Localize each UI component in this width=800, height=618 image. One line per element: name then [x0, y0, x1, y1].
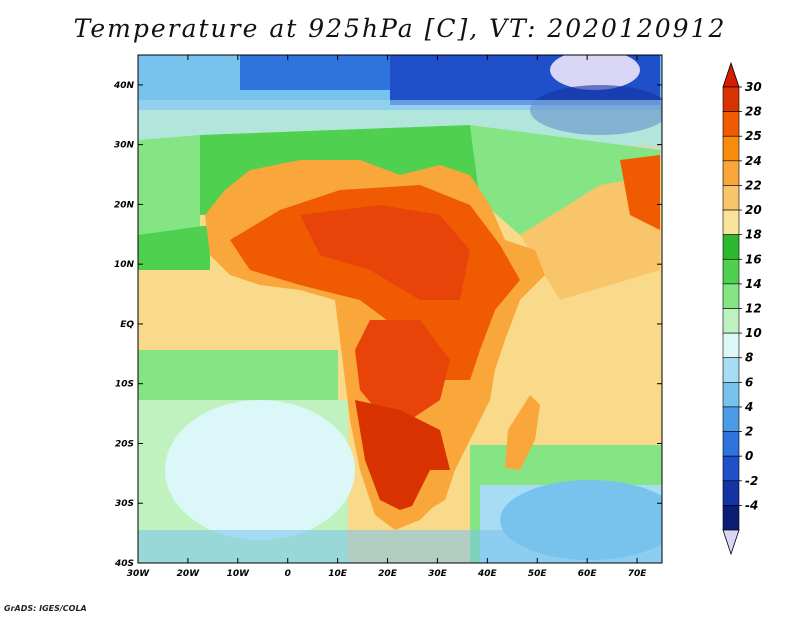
- colorbar-label: -4: [745, 498, 758, 512]
- colorbar-swatch: [722, 135, 740, 162]
- lon-label: 30E: [428, 569, 448, 579]
- colorbar-swatch: [722, 160, 740, 186]
- lat-label: 30S: [115, 499, 134, 509]
- lat-label: 10N: [114, 260, 135, 270]
- lon-label: 40E: [477, 569, 498, 579]
- lon-label: 20W: [177, 569, 201, 579]
- colorbar-label: 14: [745, 277, 762, 291]
- colorbar-label: 22: [745, 178, 762, 192]
- lon-label: 10E: [328, 569, 348, 579]
- temperature-field: [138, 55, 662, 563]
- lon-label: 10W: [227, 569, 251, 579]
- colorbar-swatch: [722, 185, 740, 211]
- colorbar-label: 10: [745, 326, 762, 340]
- lat-label: 20N: [114, 200, 135, 210]
- colorbar-label: 6: [745, 375, 753, 389]
- colorbar-label: 24: [745, 154, 762, 168]
- lon-label: 70E: [628, 569, 648, 579]
- colorbar-bottom-arrow: [722, 529, 740, 556]
- colorbar-label: 2: [745, 425, 753, 439]
- colorbar-swatch: [722, 209, 740, 235]
- colorbar-top-arrow: [722, 61, 740, 88]
- lat-label: 20S: [115, 439, 134, 449]
- colorbar-swatch: [722, 234, 740, 260]
- map-title: Temperature at 925hPa [C], VT: 202012091…: [73, 14, 727, 43]
- colorbar-label: 12: [745, 302, 762, 316]
- lat-label: 40N: [113, 81, 135, 91]
- lon-label: 50E: [528, 569, 548, 579]
- colorbar-swatch: [722, 406, 740, 432]
- lon-label: 20E: [378, 569, 398, 579]
- lon-label: 60E: [578, 569, 598, 579]
- colorbar-swatch: [722, 111, 740, 137]
- colorbar-label: 20: [745, 203, 762, 217]
- colorbar-label: -2: [745, 474, 758, 488]
- colorbar-label: 28: [745, 105, 762, 119]
- colorbar-swatch: [722, 332, 740, 359]
- lat-label: 40S: [114, 559, 134, 569]
- lon-label: 30W: [127, 569, 151, 579]
- map-frame: [137, 54, 663, 564]
- colorbar: [722, 61, 740, 556]
- colorbar-swatch: [722, 382, 740, 408]
- colorbar-swatch: [722, 431, 740, 457]
- colorbar-label: 4: [744, 400, 753, 414]
- colorbar-swatch: [722, 357, 740, 383]
- grads-credit: GrADS: IGES/COLA: [4, 604, 87, 613]
- colorbar-swatch: [722, 283, 740, 309]
- colorbar-label: 18: [745, 228, 762, 242]
- colorbar-label: 0: [745, 449, 753, 463]
- colorbar-label: 8: [745, 351, 753, 365]
- lon-label: 0: [285, 569, 291, 579]
- lat-label: 30N: [114, 141, 135, 151]
- colorbar-label: 30: [745, 80, 762, 94]
- colorbar-swatch: [722, 480, 740, 506]
- lat-label: 10S: [115, 380, 134, 390]
- colorbar-swatch: [722, 455, 740, 482]
- colorbar-label: 16: [745, 252, 762, 266]
- colorbar-swatch: [722, 86, 740, 112]
- colorbar-swatch: [722, 308, 740, 334]
- colorbar-swatch: [722, 258, 740, 285]
- colorbar-label: 25: [745, 129, 762, 143]
- lat-label: EQ: [120, 320, 134, 330]
- colorbar-swatch: [722, 505, 740, 531]
